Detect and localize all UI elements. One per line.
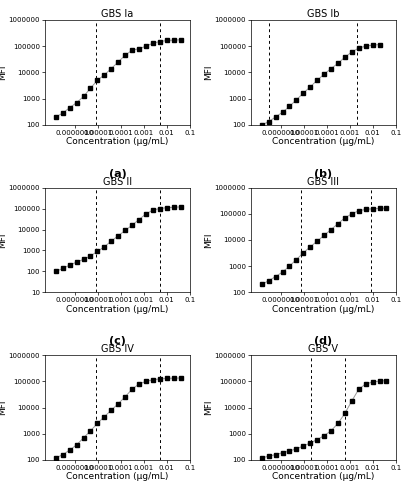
Y-axis label: MFI: MFI: [0, 64, 7, 80]
X-axis label: Concentration (µg/mL): Concentration (µg/mL): [66, 137, 169, 146]
X-axis label: Concentration (µg/mL): Concentration (µg/mL): [66, 472, 169, 481]
Y-axis label: MFI: MFI: [0, 232, 7, 248]
X-axis label: Concentration (µg/mL): Concentration (µg/mL): [272, 137, 375, 146]
Y-axis label: MFI: MFI: [204, 400, 213, 415]
X-axis label: Concentration (µg/mL): Concentration (µg/mL): [272, 472, 375, 481]
Title: GBS Ia: GBS Ia: [101, 9, 133, 19]
X-axis label: Concentration (µg/mL): Concentration (µg/mL): [66, 304, 169, 314]
Y-axis label: MFI: MFI: [204, 64, 213, 80]
Text: (c): (c): [109, 336, 126, 346]
Title: GBS V: GBS V: [308, 344, 338, 354]
Text: (d): (d): [314, 336, 333, 346]
Title: GBS IV: GBS IV: [101, 344, 134, 354]
Title: GBS Ib: GBS Ib: [307, 9, 339, 19]
Text: (b): (b): [314, 169, 333, 179]
X-axis label: Concentration (µg/mL): Concentration (µg/mL): [272, 304, 375, 314]
Title: GBS III: GBS III: [307, 177, 339, 187]
Title: GBS II: GBS II: [103, 177, 132, 187]
Y-axis label: MFI: MFI: [204, 232, 213, 248]
Text: (a): (a): [109, 169, 126, 179]
Y-axis label: MFI: MFI: [0, 400, 7, 415]
